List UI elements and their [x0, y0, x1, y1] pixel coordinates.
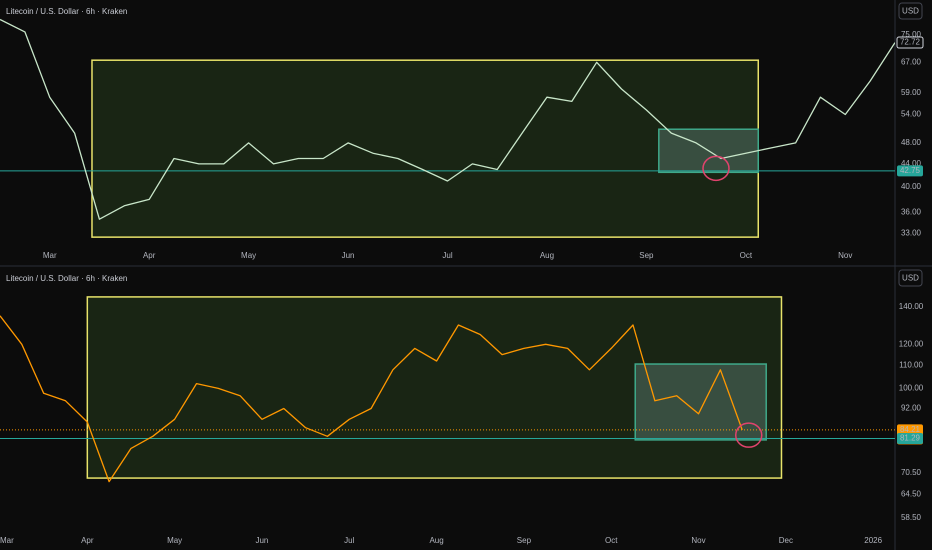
currency-label: USD	[902, 274, 919, 283]
y-tick-label: 44.00	[901, 159, 922, 168]
y-tick-label: 40.00	[901, 182, 922, 191]
plot-area	[0, 296, 895, 483]
y-tick-label: 70.50	[901, 468, 922, 477]
price-tag	[897, 432, 923, 444]
x-tick-label: Apr	[143, 251, 156, 260]
y-tick-label: 67.00	[901, 57, 922, 66]
x-tick-label: 2026	[864, 536, 882, 545]
plot-area	[0, 18, 895, 238]
last-price-label: 72.72	[900, 38, 921, 47]
chart-title: Litecoin / U.S. Dollar · 6h · Kraken	[6, 274, 127, 283]
price-tag	[897, 165, 923, 177]
y-tick-label: 48.00	[901, 138, 922, 147]
x-tick-label: Mar	[43, 251, 57, 260]
highlight-circle	[734, 422, 763, 448]
y-tick-label: 33.00	[901, 229, 922, 238]
currency-button[interactable]	[898, 2, 923, 20]
y-tick-label: 36.00	[901, 208, 922, 217]
x-tick-label: Aug	[429, 536, 443, 545]
y-tick-label: 140.00	[899, 302, 924, 311]
x-tick-label: Jul	[442, 251, 452, 260]
price-line-series	[0, 18, 895, 220]
highlight-circle	[702, 155, 730, 182]
x-tick-label: Aug	[540, 251, 554, 260]
price-tag-label: 84.21	[900, 425, 921, 434]
range-box	[91, 59, 760, 238]
y-tick-label: 92.00	[901, 404, 922, 413]
currency-button[interactable]	[898, 269, 923, 287]
x-tick-label: Jul	[344, 536, 354, 545]
y-tick-label: 75.00	[901, 30, 922, 39]
last-price-tag	[896, 36, 924, 49]
x-tick-label: May	[241, 251, 256, 260]
x-tick-label: Oct	[740, 251, 753, 260]
x-tick-label: Sep	[639, 251, 654, 260]
y-tick-label: 110.00	[899, 360, 923, 369]
x-tick-label: Apr	[81, 536, 94, 545]
y-tick-label: 59.00	[901, 88, 922, 97]
chart-title: Litecoin / U.S. Dollar · 6h · Kraken	[6, 7, 127, 16]
y-tick-label: 100.00	[899, 383, 924, 392]
y-tick-label: 58.50	[901, 513, 922, 522]
price-line-series	[0, 315, 743, 483]
x-tick-label: May	[167, 536, 182, 545]
x-tick-label: Nov	[838, 251, 852, 260]
x-tick-label: Dec	[779, 536, 793, 545]
y-tick-label: 64.50	[901, 489, 922, 498]
currency-label: USD	[902, 7, 919, 16]
range-box	[634, 363, 767, 441]
y-tick-label: 54.00	[901, 110, 922, 119]
y-tick-label: 120.00	[899, 339, 924, 348]
x-tick-label: Mar	[0, 536, 14, 545]
x-tick-label: Jun	[255, 536, 268, 545]
price-tag-label: 81.29	[900, 434, 921, 443]
x-tick-label: Oct	[605, 536, 618, 545]
x-tick-label: Nov	[691, 536, 705, 545]
x-tick-label: Sep	[517, 536, 532, 545]
price-tag-label: 42.75	[900, 166, 921, 175]
x-tick-label: Jun	[342, 251, 355, 260]
